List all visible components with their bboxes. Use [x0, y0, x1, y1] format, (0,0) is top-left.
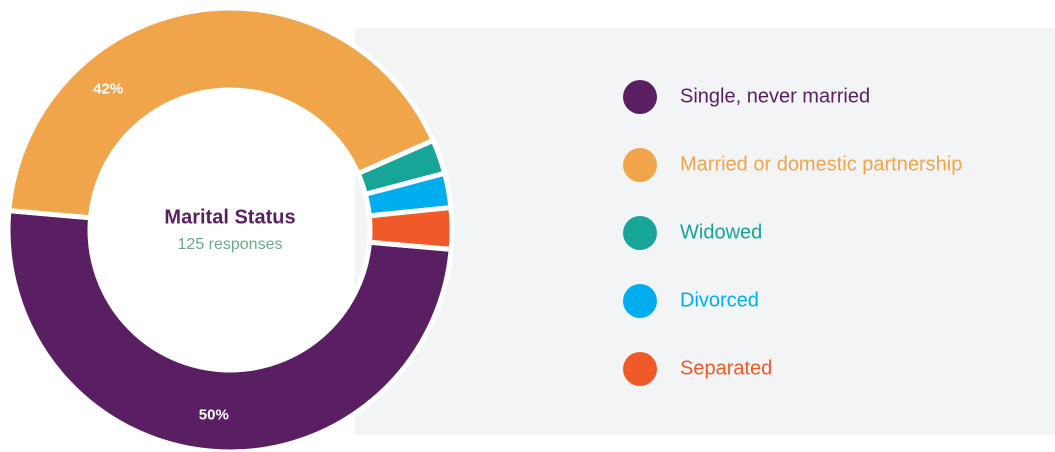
donut: [5, 5, 455, 452]
legend-label: Separated: [680, 357, 772, 379]
legend-panel: [355, 28, 1055, 435]
legend-label: Widowed: [680, 221, 762, 243]
data-label: 42%: [93, 80, 123, 97]
legend-swatch: [623, 352, 657, 386]
donut-slice: [6, 5, 437, 221]
legend-swatch: [623, 284, 657, 318]
legend-swatch: [623, 216, 657, 250]
chart-subtitle: 125 responses: [178, 236, 283, 253]
donut-slice: [5, 207, 454, 452]
legend-label: Married or domestic partnership: [680, 153, 962, 175]
donut-slice: [366, 204, 455, 253]
data-label: 50%: [199, 406, 229, 423]
chart-title: Marital Status: [164, 206, 295, 228]
legend-label: Single, never married: [680, 85, 870, 107]
legend-label: Divorced: [680, 289, 759, 311]
legend-swatch: [623, 148, 657, 182]
legend-swatch: [623, 80, 657, 114]
